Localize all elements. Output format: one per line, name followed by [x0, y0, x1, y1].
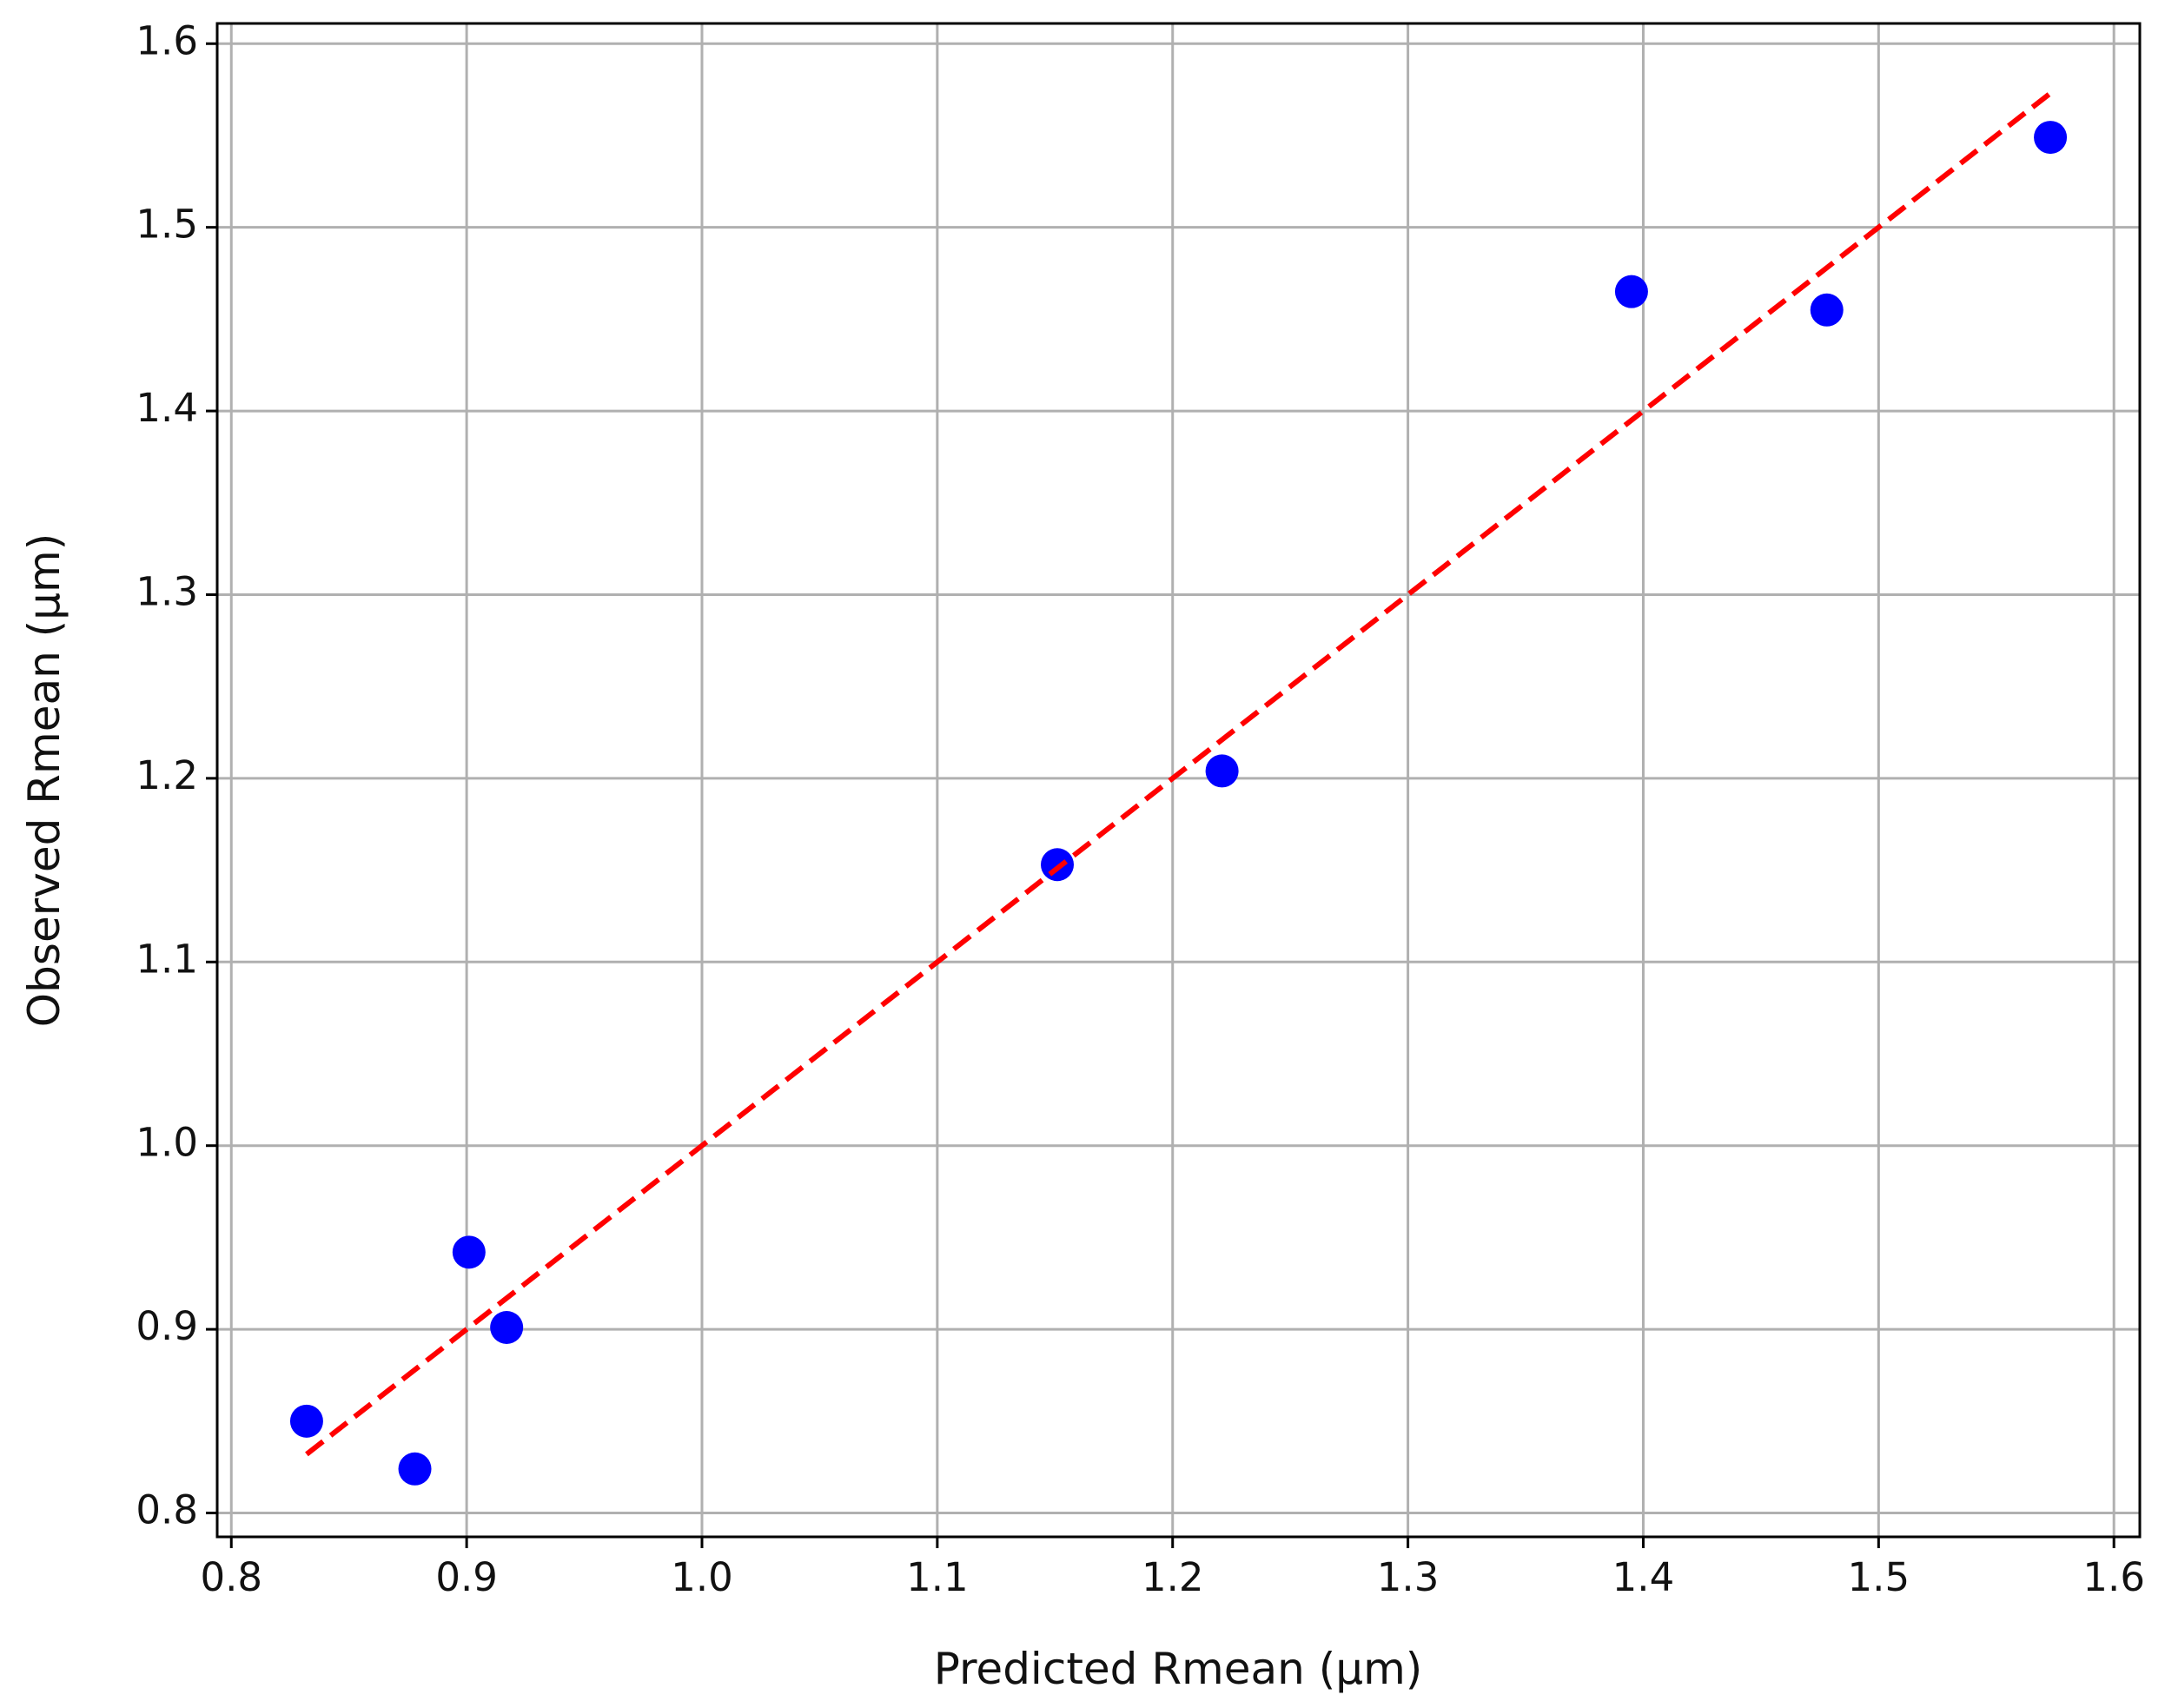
x-tick-label: 0.8 — [200, 1554, 262, 1600]
y-tick-label: 1.5 — [136, 202, 198, 248]
x-tick-label: 1.4 — [1612, 1554, 1675, 1600]
y-tick-label: 1.6 — [136, 17, 198, 63]
y-tick-label: 1.0 — [136, 1120, 198, 1166]
x-tick-label: 1.3 — [1377, 1554, 1440, 1600]
y-axis-label: Observed Rmean (µm) — [19, 533, 70, 1027]
x-tick-label: 1.1 — [906, 1554, 969, 1600]
point — [1041, 848, 1075, 882]
point — [1614, 275, 1648, 308]
point — [490, 1310, 524, 1344]
y-tick-label: 0.8 — [136, 1487, 198, 1533]
x-tick-label: 1.0 — [671, 1554, 733, 1600]
y-tick-label: 1.1 — [136, 936, 198, 982]
y-tick-label: 0.9 — [136, 1303, 198, 1349]
point — [2034, 121, 2068, 155]
x-tick-label: 1.6 — [2082, 1554, 2145, 1600]
x-axis-label: Predicted Rmean (µm) — [934, 1644, 1423, 1694]
x-tick-label: 1.5 — [1848, 1554, 1910, 1600]
x-tick-label: 0.9 — [435, 1554, 498, 1600]
y-tick-label: 1.2 — [136, 752, 198, 798]
point — [1205, 754, 1239, 788]
fit-line — [305, 90, 2052, 1457]
point — [398, 1452, 432, 1486]
plot-frame — [215, 22, 2142, 1539]
point — [1810, 293, 1844, 327]
y-tick-label: 1.3 — [136, 568, 198, 614]
y-tick-label: 1.4 — [136, 385, 198, 431]
point — [452, 1235, 486, 1269]
x-tick-label: 1.2 — [1142, 1554, 1204, 1600]
point — [289, 1404, 323, 1438]
